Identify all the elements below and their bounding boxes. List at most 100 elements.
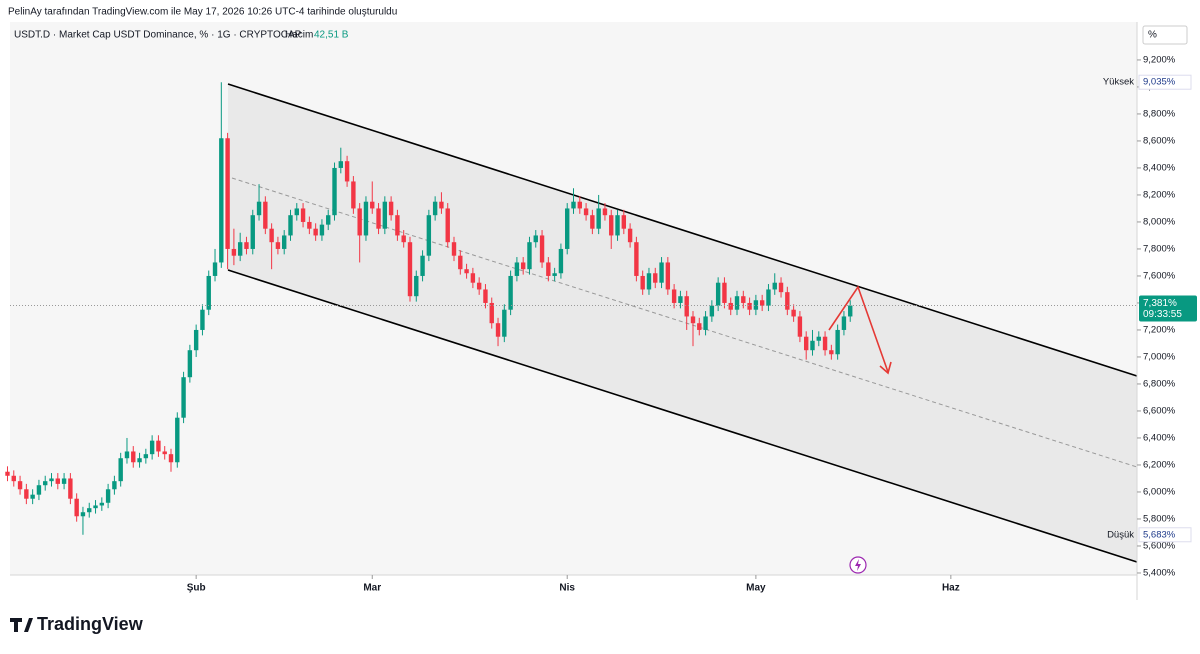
candle-body bbox=[300, 208, 306, 222]
candle-body bbox=[370, 201, 375, 209]
candle-body bbox=[621, 215, 627, 229]
candle-body bbox=[376, 208, 381, 229]
candle-body bbox=[634, 242, 639, 276]
candle-body bbox=[49, 478, 54, 482]
y-tick-label: 9,200% bbox=[1143, 54, 1176, 65]
candle-body bbox=[495, 323, 501, 337]
candle-body bbox=[99, 502, 105, 506]
low-value: 5,683% bbox=[1143, 529, 1176, 540]
candle-body bbox=[785, 292, 790, 310]
y-tick-label: 7,200% bbox=[1143, 324, 1176, 335]
candle-body bbox=[269, 228, 274, 243]
y-tick-label: 5,400% bbox=[1143, 567, 1176, 578]
candles bbox=[5, 82, 853, 535]
y-tick-label: 6,000% bbox=[1143, 486, 1176, 497]
y-tick-label: 8,600% bbox=[1143, 135, 1176, 146]
candle-body bbox=[558, 248, 564, 274]
candle-body bbox=[5, 471, 10, 476]
candle-body bbox=[483, 289, 488, 303]
volume-value: 42,51 B bbox=[314, 30, 349, 41]
candle-body bbox=[697, 323, 702, 330]
candle-body bbox=[206, 275, 211, 310]
channel-lower bbox=[227, 269, 1138, 563]
candle-body bbox=[753, 300, 759, 310]
channel-upper bbox=[227, 83, 1138, 377]
candle-body bbox=[848, 305, 853, 317]
arrow-head bbox=[879, 361, 892, 375]
candle-body bbox=[684, 296, 689, 317]
logo: TradingView bbox=[10, 614, 144, 634]
candle-body bbox=[200, 309, 205, 330]
candle-body bbox=[514, 262, 520, 276]
candle-body bbox=[313, 228, 318, 236]
high-name: Yüksek bbox=[1103, 77, 1134, 88]
candle-body bbox=[80, 512, 86, 517]
candle-body bbox=[678, 296, 683, 303]
candle-body bbox=[112, 481, 117, 490]
candle-body bbox=[690, 316, 696, 324]
candle-body bbox=[476, 282, 482, 290]
candle-body bbox=[61, 478, 67, 484]
candle-body bbox=[659, 262, 664, 283]
candle-body bbox=[741, 296, 746, 303]
candle-body bbox=[231, 248, 237, 256]
candle-body bbox=[118, 458, 123, 482]
candle-body bbox=[464, 269, 469, 274]
candle-body bbox=[319, 224, 325, 236]
candle-body bbox=[149, 440, 155, 455]
candle-body bbox=[747, 302, 752, 310]
countdown: 09:33:55 bbox=[1143, 309, 1182, 320]
candle-body bbox=[520, 262, 526, 270]
candle-body bbox=[533, 235, 538, 243]
y-tick-label: 5,600% bbox=[1143, 540, 1176, 551]
last-price-badge bbox=[1139, 295, 1197, 322]
candle-body bbox=[124, 451, 130, 459]
y-tick-label: 6,400% bbox=[1143, 432, 1176, 443]
arrow-drawing bbox=[828, 285, 889, 373]
y-tick-label: 7,800% bbox=[1143, 243, 1176, 254]
candle-body bbox=[577, 201, 582, 209]
candle-body bbox=[508, 275, 513, 310]
candle-body bbox=[835, 329, 840, 355]
candle-body bbox=[237, 242, 243, 256]
candle-body bbox=[43, 481, 48, 486]
candle-body bbox=[250, 215, 255, 249]
header: PelinAy tarafından TradingView.com ile M… bbox=[8, 7, 397, 18]
candle-body bbox=[175, 417, 180, 463]
candle-body bbox=[671, 289, 677, 303]
candle-body bbox=[326, 215, 331, 225]
channel-mid bbox=[231, 177, 1138, 468]
candle-body bbox=[332, 167, 337, 216]
candle-body bbox=[596, 208, 601, 229]
candle-body bbox=[759, 300, 765, 306]
candle-body bbox=[187, 350, 193, 378]
candle-body bbox=[288, 215, 293, 236]
candle-body bbox=[24, 489, 29, 499]
candle-body bbox=[816, 336, 821, 341]
candle-body bbox=[426, 215, 432, 256]
candle-body bbox=[193, 329, 199, 351]
candle-body bbox=[583, 208, 589, 216]
candle-body bbox=[36, 485, 42, 495]
candle-body bbox=[420, 255, 425, 276]
candle-body bbox=[357, 208, 362, 236]
candle-body bbox=[841, 316, 847, 330]
candle-body bbox=[451, 242, 457, 256]
candle-body bbox=[256, 201, 262, 216]
candle-body bbox=[458, 255, 463, 270]
candle-body bbox=[766, 289, 771, 306]
candle-body bbox=[439, 201, 444, 209]
candle-body bbox=[722, 282, 727, 303]
candle-body bbox=[715, 282, 721, 306]
unit-label: % bbox=[1148, 30, 1157, 41]
candle-body bbox=[181, 377, 186, 418]
candle-body bbox=[822, 336, 828, 351]
candle-body bbox=[772, 282, 777, 290]
candle-body bbox=[665, 262, 671, 290]
candle-body bbox=[162, 451, 167, 455]
candle-body bbox=[93, 505, 98, 509]
unit-box[interactable] bbox=[1142, 25, 1188, 45]
candle-body bbox=[307, 221, 312, 229]
